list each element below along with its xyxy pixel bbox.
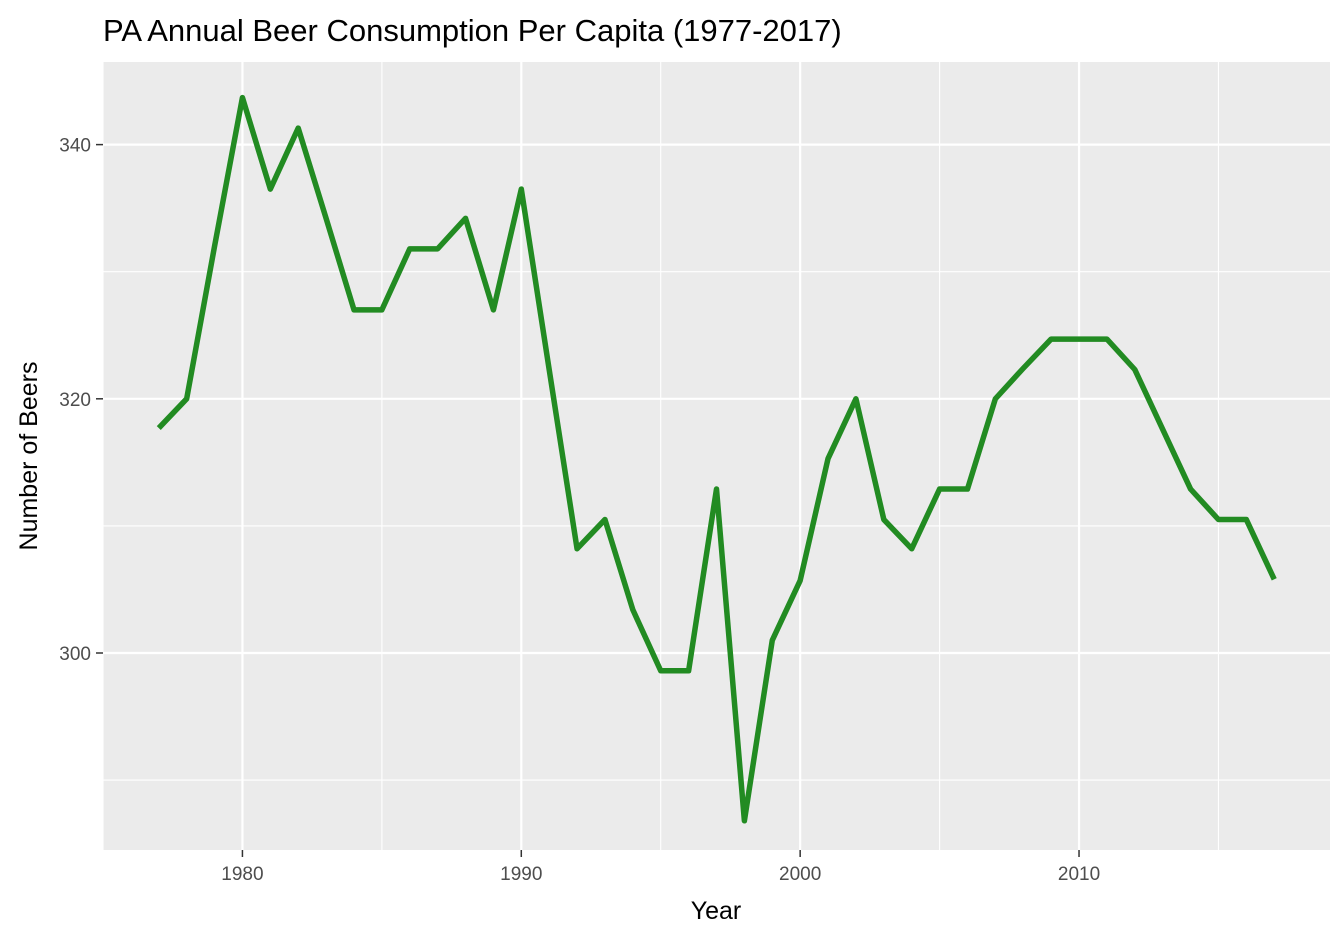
data-point: 1983: 334.2: [323, 215, 329, 221]
data-point: 1988: 334.2: [463, 215, 469, 221]
data-point: 1992: 308.2: [574, 546, 580, 552]
data-point: 2007: 320: [992, 396, 998, 402]
data-point: 2017: 305.8: [1271, 576, 1277, 582]
data-point: 1998: 286.8: [741, 818, 747, 824]
axes-layer: 1980 1990 2000 2010 300 320 340: [59, 136, 1100, 885]
y-tick-label: 320: [59, 390, 91, 411]
data-point: 1978: 320: [184, 396, 190, 402]
data-point: 2011: 324.7: [1104, 336, 1110, 342]
data-point: 2014: 312.9: [1188, 486, 1194, 492]
data-point: 2009: 324.7: [1048, 336, 1054, 342]
x-axis-title: Year: [691, 897, 742, 925]
data-point: 2008: 322.4: [1020, 365, 1026, 371]
data-point: 2000: 305.7: [797, 578, 803, 584]
data-point: 2004: 308.2: [909, 546, 915, 552]
minor-gridlines: [102, 62, 1330, 850]
data-point: 1982: 341.3: [295, 125, 301, 131]
data-point: 1985: 327: [379, 307, 385, 313]
data-point: 1981: 336.5: [267, 186, 273, 192]
data-point: 1995: 298.6: [658, 668, 664, 674]
data-point: 2012: 322.3: [1132, 367, 1138, 373]
data-point: 1997: 312.9: [714, 486, 720, 492]
data-point: 1999: 301: [769, 637, 775, 643]
data-point: 1991: 322.3: [546, 367, 552, 373]
x-tick-label: 2000: [779, 864, 821, 885]
plot-panel: [103, 62, 1330, 850]
data-point: 1996: 298.6: [686, 668, 692, 674]
data-point: 2013: 317.6: [1160, 426, 1166, 432]
y-tick-label: 340: [59, 136, 91, 157]
data-point: 2002: 320: [853, 396, 859, 402]
chart-title: PA Annual Beer Consumption Per Capita (1…: [103, 13, 842, 48]
major-gridlines: [103, 62, 1330, 850]
data-point: 2003: 310.5: [881, 517, 887, 523]
data-point: 1987: 331.8: [435, 246, 441, 252]
data-point: 2006: 312.9: [964, 486, 970, 492]
data-point: 1986: 331.8: [407, 246, 413, 252]
x-tick-label: 2010: [1058, 864, 1100, 885]
data-point: 1980: 343.7: [239, 95, 245, 101]
data-point: 1984: 327: [351, 307, 357, 313]
data-point: 1989: 327: [490, 307, 496, 313]
data-point: 2010: 324.7: [1076, 336, 1082, 342]
series-line: [156, 94, 1277, 824]
series-layer: 1977: 317.7 1978: 320 1979: 332 1980: 343.7…: [156, 94, 1277, 824]
x-tick-label: 1980: [221, 864, 263, 885]
data-point: 1993: 310.5: [602, 517, 608, 523]
data-point: 1977: 317.7: [156, 425, 162, 431]
data-point: 1990: 336.5: [518, 186, 524, 192]
x-tick-label: 1990: [500, 864, 542, 885]
y-axis-title: Number of Beers: [15, 362, 43, 551]
data-point: 2016: 310.5: [1243, 517, 1249, 523]
data-point: 1994: 303.4: [630, 607, 636, 613]
data-point: 2015: 310.5: [1215, 517, 1221, 523]
y-tick-label: 300: [59, 644, 91, 665]
data-point: 2001: 315.3: [825, 456, 831, 462]
data-point: 2005: 312.9: [937, 486, 943, 492]
data-point: 1979: 332: [212, 243, 218, 249]
